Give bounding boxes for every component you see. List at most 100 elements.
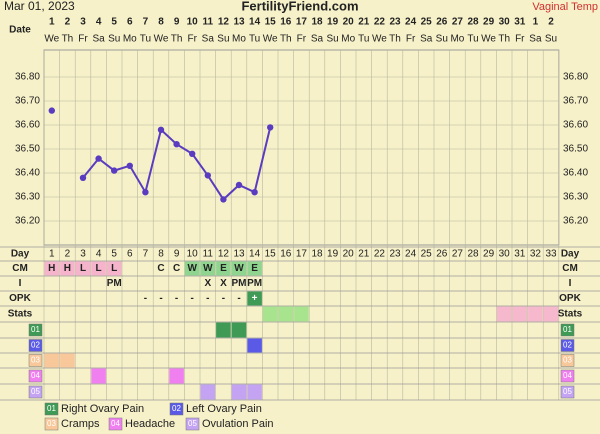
date-label: 3 bbox=[80, 17, 86, 28]
temp-point bbox=[267, 124, 274, 131]
date-label: 30 bbox=[499, 17, 511, 28]
cell-fill bbox=[231, 261, 247, 276]
y-tick-label: 36.20 bbox=[15, 216, 40, 227]
day-number: 21 bbox=[358, 249, 370, 260]
day-number: 28 bbox=[467, 249, 479, 260]
symptom-badge-text: 01 bbox=[31, 325, 40, 334]
cell-text: C bbox=[157, 263, 164, 274]
cell-text: X bbox=[204, 278, 211, 289]
symptom-badge bbox=[28, 385, 43, 399]
weekday-label: Tu bbox=[249, 34, 260, 45]
symptom-cell bbox=[231, 322, 247, 338]
cell-fill bbox=[247, 291, 262, 306]
weekday-label: Tu bbox=[140, 34, 151, 45]
symptom-cell bbox=[231, 384, 247, 400]
symptom-badge-right bbox=[560, 385, 575, 399]
day-number: 2 bbox=[65, 249, 71, 260]
stats-cell bbox=[496, 306, 512, 322]
symptom-badge-right bbox=[560, 354, 575, 367]
row-label-right: OPK bbox=[559, 293, 581, 304]
weekday-label: Sa bbox=[92, 34, 105, 45]
date-label: 14 bbox=[249, 17, 261, 28]
weekday-label: Sa bbox=[202, 34, 215, 45]
y-tick-label-right: 36.40 bbox=[563, 168, 588, 179]
cell-text: L bbox=[80, 263, 86, 274]
temp-point bbox=[189, 150, 196, 157]
cell-text: PM bbox=[232, 278, 247, 289]
cell-fill bbox=[200, 261, 216, 276]
day-number: 8 bbox=[158, 249, 164, 260]
symptom-cell bbox=[200, 384, 216, 400]
date-label: 6 bbox=[127, 17, 133, 28]
site-name: FertilityFriend.com bbox=[241, 0, 358, 13]
legend-badge-text: 05 bbox=[188, 419, 197, 428]
symptom-cell bbox=[247, 384, 262, 400]
day-number: 5 bbox=[111, 249, 117, 260]
weekday-label: Fr bbox=[515, 34, 525, 45]
cell-text: - bbox=[222, 293, 225, 304]
legend-badge bbox=[108, 417, 123, 431]
row-label-right: I bbox=[569, 278, 572, 289]
day-number: 32 bbox=[530, 249, 542, 260]
day-number: 15 bbox=[265, 249, 277, 260]
y-tick-label: 36.60 bbox=[15, 120, 40, 131]
stats-cell bbox=[543, 306, 559, 322]
day-number: 25 bbox=[421, 249, 433, 260]
symptom-badge-right bbox=[560, 369, 575, 383]
legend-badge-text: 04 bbox=[111, 419, 120, 428]
row-label: OPK bbox=[9, 293, 31, 304]
symptom-badge-text: 04 bbox=[31, 371, 40, 380]
date-label: 22 bbox=[374, 17, 386, 28]
cell-text: - bbox=[191, 293, 194, 304]
weekday-label: Th bbox=[62, 34, 74, 45]
date-label: 11 bbox=[203, 17, 214, 28]
weekday-label: Su bbox=[545, 34, 557, 45]
symptom-badge-right-text: 04 bbox=[563, 371, 572, 380]
day-number: 13 bbox=[233, 249, 245, 260]
temp-point bbox=[220, 196, 227, 203]
weekday-label: We bbox=[44, 34, 59, 45]
symptom-badge bbox=[28, 323, 43, 337]
date-label: 21 bbox=[358, 17, 370, 28]
date-label: 31 bbox=[514, 17, 526, 28]
cell-text: PM bbox=[107, 278, 122, 289]
day-number: 20 bbox=[343, 249, 355, 260]
x-label: Date bbox=[9, 25, 31, 36]
cell-fill bbox=[247, 261, 262, 276]
cell-text: H bbox=[48, 263, 55, 274]
y-tick-label: 36.40 bbox=[15, 168, 40, 179]
day-number: 16 bbox=[280, 249, 292, 260]
cell-fill bbox=[91, 261, 106, 276]
day-number: 26 bbox=[436, 249, 448, 260]
day-number: 6 bbox=[127, 249, 133, 260]
cell-text: E bbox=[220, 263, 227, 274]
symptom-cell bbox=[60, 353, 75, 368]
legend-badge bbox=[44, 402, 59, 416]
legend-label: Cramps bbox=[61, 418, 100, 430]
weekday-label: Sa bbox=[529, 34, 542, 45]
cell-text: W bbox=[187, 263, 197, 274]
symptom-badge-right bbox=[560, 339, 575, 352]
cell-text: - bbox=[206, 293, 209, 304]
y-tick-label-right: 36.20 bbox=[563, 216, 588, 227]
cell-text: E bbox=[251, 263, 258, 274]
legend-label: Left Ovary Pain bbox=[186, 403, 262, 415]
row-label: Stats bbox=[8, 309, 33, 320]
row-label-right: CM bbox=[562, 263, 578, 274]
weekday-label: Su bbox=[326, 34, 338, 45]
symptom-badge-text: 05 bbox=[31, 387, 40, 396]
cell-text: C bbox=[173, 263, 180, 274]
date-label: 25 bbox=[421, 17, 433, 28]
temp-point bbox=[95, 155, 102, 162]
day-number: 7 bbox=[143, 249, 149, 260]
temp-point bbox=[251, 189, 258, 196]
day-number: 9 bbox=[174, 249, 180, 260]
cell-text: L bbox=[96, 263, 102, 274]
weekday-label: Th bbox=[498, 34, 510, 45]
symptom-badge-right-text: 03 bbox=[563, 356, 572, 365]
y-tick-label-right: 36.70 bbox=[563, 96, 588, 107]
day-number: 11 bbox=[203, 249, 214, 260]
cell-text: + bbox=[252, 293, 258, 304]
legend-badge bbox=[169, 402, 184, 416]
symptom-cell bbox=[169, 368, 184, 384]
